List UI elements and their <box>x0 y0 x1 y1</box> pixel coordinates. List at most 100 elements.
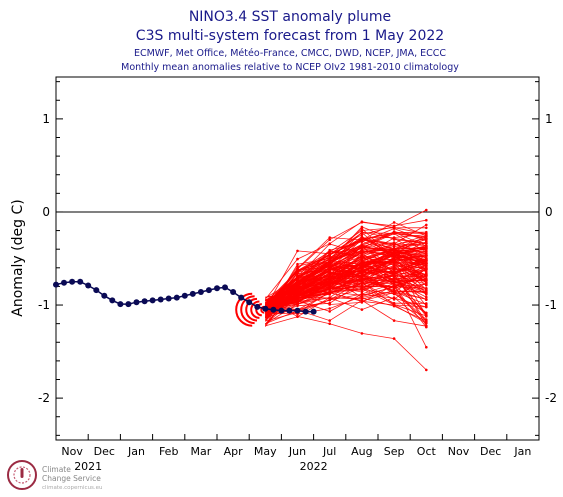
forecast-member-point <box>328 248 332 252</box>
forecast-member-point <box>296 282 299 286</box>
forecast-member-point <box>392 247 396 251</box>
forecast-member-point <box>392 298 396 301</box>
forecast-member-point <box>296 269 299 272</box>
forecast-member-point <box>360 308 364 311</box>
forecast-member-point <box>392 230 396 233</box>
forecast-member-point <box>360 277 364 280</box>
forecast-member-point <box>296 271 299 275</box>
chart-title: NINO3.4 SST anomaly plume <box>189 9 391 25</box>
forecast-member-line <box>264 219 427 313</box>
forecast-member-line <box>265 277 427 325</box>
forecast-member-point <box>360 264 364 268</box>
forecast-member-point <box>425 295 428 299</box>
forecast-member-point <box>392 238 396 241</box>
forecast-member-point <box>360 270 364 274</box>
forecast-member-line <box>265 299 427 371</box>
y-tick-label-right: 1 <box>545 112 553 126</box>
observed-point <box>173 294 180 301</box>
forecast-member-point <box>425 244 428 247</box>
forecast-member-point <box>425 261 428 265</box>
chart-subtitle: C3S multi-system forecast from 1 May 202… <box>136 28 444 44</box>
forecast-member-point <box>360 268 364 271</box>
observed-point <box>125 301 132 308</box>
observed-point <box>165 295 172 302</box>
y-tick-label-right: -1 <box>545 298 557 312</box>
forecast-member-point <box>392 319 396 322</box>
forecast-member-point <box>425 267 428 271</box>
forecast-member-point <box>328 253 332 257</box>
forecast-member-point <box>392 236 396 239</box>
copernicus-logo: Climate Change Service climate.copernicu… <box>7 460 103 491</box>
observed-point <box>149 297 156 304</box>
observed-point <box>286 307 293 314</box>
x-year-label: 2022 <box>300 460 328 473</box>
forecast-member-point <box>392 303 396 306</box>
forecast-start-ring <box>245 297 258 322</box>
x-tick-label: Oct <box>417 445 437 458</box>
forecast-member-point <box>360 282 364 285</box>
forecast-member-point <box>328 271 332 275</box>
climatology-note: Monthly mean anomalies relative to NCEP … <box>121 62 459 73</box>
observed-point <box>254 303 261 310</box>
forecast-member-point <box>392 232 396 235</box>
forecast-member-point <box>296 300 299 304</box>
forecast-member-point <box>360 233 364 236</box>
observed-point <box>181 292 188 299</box>
y-tick-label: 0 <box>42 205 50 219</box>
forecast-member-line <box>265 275 427 309</box>
forecast-member-point <box>425 239 428 243</box>
observed-point <box>117 301 124 308</box>
x-axis: Nov Dec Jan Feb Mar Apr May Jun Jul Aug Sep Oct Nov D… <box>61 434 531 473</box>
forecast-member-point <box>425 289 428 293</box>
forecast-member-point <box>425 258 428 262</box>
forecast-member-point <box>296 294 299 298</box>
forecast-member-point <box>296 274 299 278</box>
forecast-member-line <box>264 232 427 314</box>
logo-line2: Change Service <box>42 474 101 483</box>
forecast-member-line <box>265 293 427 325</box>
forecast-member-point <box>392 267 396 270</box>
observed-point <box>189 290 196 297</box>
forecast-member-point <box>328 293 332 296</box>
forecast-member-line <box>265 228 427 309</box>
observed-series <box>53 278 317 315</box>
forecast-member-point <box>328 236 332 239</box>
forecast-member-point <box>392 259 396 262</box>
forecast-member-point <box>392 224 396 228</box>
forecast-member-line <box>264 237 427 322</box>
forecast-member-point <box>360 286 364 290</box>
observed-point <box>109 297 116 304</box>
forecast-member-point <box>392 227 396 230</box>
forecast-start-ring <box>250 300 260 319</box>
observed-point <box>53 281 59 288</box>
forecast-member-point <box>392 257 396 260</box>
forecast-member-line <box>265 258 427 312</box>
x-tick-label: May <box>254 445 277 458</box>
x-tick-label: Jul <box>322 445 336 458</box>
forecast-member-line <box>265 290 427 327</box>
forecast-member-point <box>296 304 299 308</box>
forecast-member-point <box>360 236 364 240</box>
forecast-start-ring <box>235 292 253 327</box>
forecast-member-point <box>360 249 364 253</box>
forecast-member-point <box>425 297 428 301</box>
x-tick-label: Aug <box>351 445 372 458</box>
observed-point <box>141 298 148 305</box>
forecast-member-point <box>392 262 396 266</box>
forecast-member-point <box>392 221 396 224</box>
forecast-member-point <box>425 345 428 349</box>
x-tick-label: Sep <box>384 445 405 458</box>
observed-point <box>238 294 245 301</box>
forecast-member-point <box>425 235 428 239</box>
forecast-member-point <box>425 246 428 249</box>
forecast-member-point <box>425 208 428 212</box>
x-tick-label: Apr <box>224 445 244 458</box>
forecast-member-point <box>392 271 396 274</box>
plot-frame <box>55 76 540 441</box>
observed-point <box>222 284 228 291</box>
models-list: ECMWF, Met Office, Météo-France, CMCC, D… <box>134 48 446 59</box>
forecast-member-point <box>296 284 299 288</box>
forecast-member-point <box>328 238 332 241</box>
forecast-member-point <box>425 318 428 321</box>
x-tick-label: Jan <box>127 445 145 458</box>
